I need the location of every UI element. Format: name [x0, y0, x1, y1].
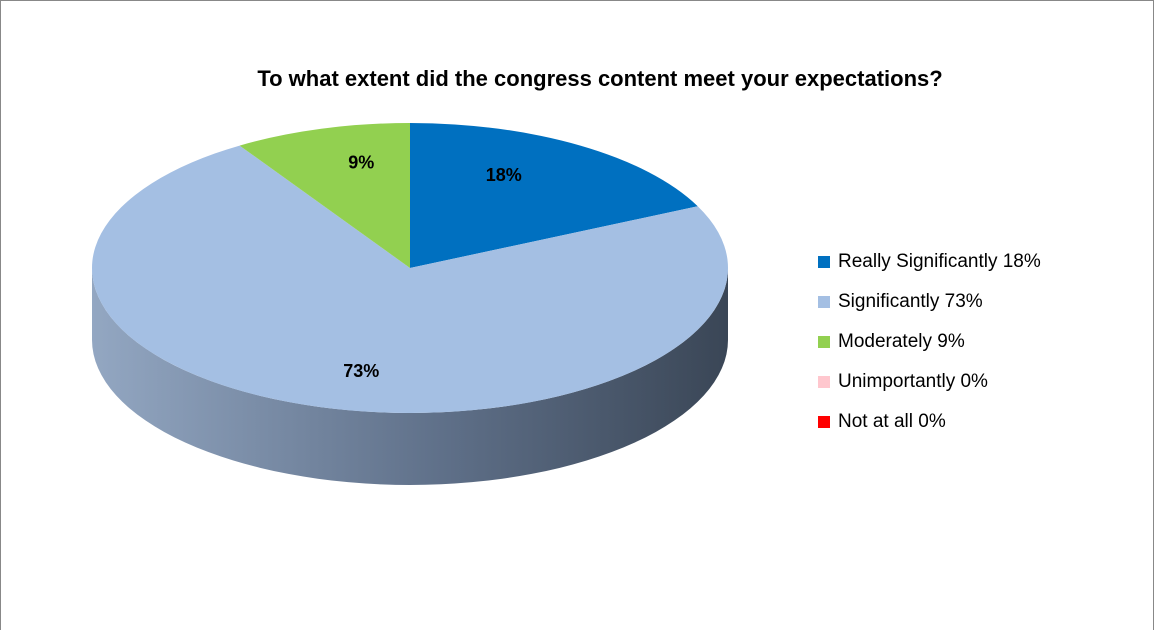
- legend-label: Significantly 73%: [838, 291, 983, 312]
- legend-label: Really Significantly 18%: [838, 251, 1041, 272]
- data-label: 9%: [348, 152, 374, 172]
- legend-label: Unimportantly 0%: [838, 371, 988, 392]
- legend-swatch: [818, 256, 830, 268]
- pie-slice-side: [92, 268, 728, 485]
- legend-label: Moderately 9%: [838, 331, 965, 352]
- legend-swatch: [818, 296, 830, 308]
- chart-title: To what extent did the congress content …: [257, 66, 942, 91]
- pie-slice: [410, 123, 698, 268]
- legend-swatch: [818, 336, 830, 348]
- data-label: 73%: [343, 361, 379, 381]
- pie-slice: [239, 123, 410, 268]
- legend-swatch: [818, 376, 830, 388]
- legend-label: Not at all 0%: [838, 411, 946, 432]
- pie-slice: [91, 145, 728, 413]
- legend-swatch: [818, 416, 830, 428]
- data-label: 18%: [486, 165, 522, 185]
